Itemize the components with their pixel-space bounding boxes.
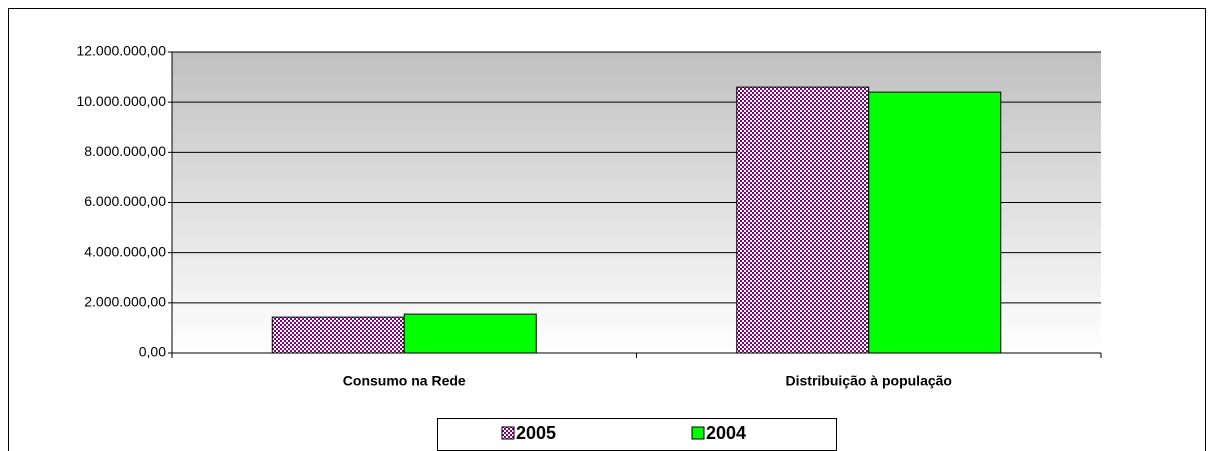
bar	[868, 91, 1002, 354]
bar	[271, 316, 405, 354]
y-tick-label: 10.000.000,00	[76, 93, 166, 109]
bar	[403, 313, 537, 354]
legend-box	[437, 418, 837, 451]
y-tick-label: 4.000.000,00	[84, 243, 166, 259]
legend-swatch	[501, 426, 515, 440]
legend-label: 2004	[706, 423, 746, 443]
y-tick-label: 12.000.000,00	[76, 43, 166, 59]
y-tick-label: 0,00	[139, 344, 166, 360]
y-tick-label: 8.000.000,00	[84, 143, 166, 159]
y-tick-label: 2.000.000,00	[84, 294, 166, 310]
legend-label: 2005	[516, 423, 556, 443]
x-tick-label: Distribuição à população	[786, 373, 952, 389]
bar	[736, 86, 870, 354]
y-tick-label: 6.000.000,00	[84, 193, 166, 209]
x-tick-label: Consumo na Rede	[343, 373, 466, 389]
legend-swatch	[691, 426, 705, 440]
